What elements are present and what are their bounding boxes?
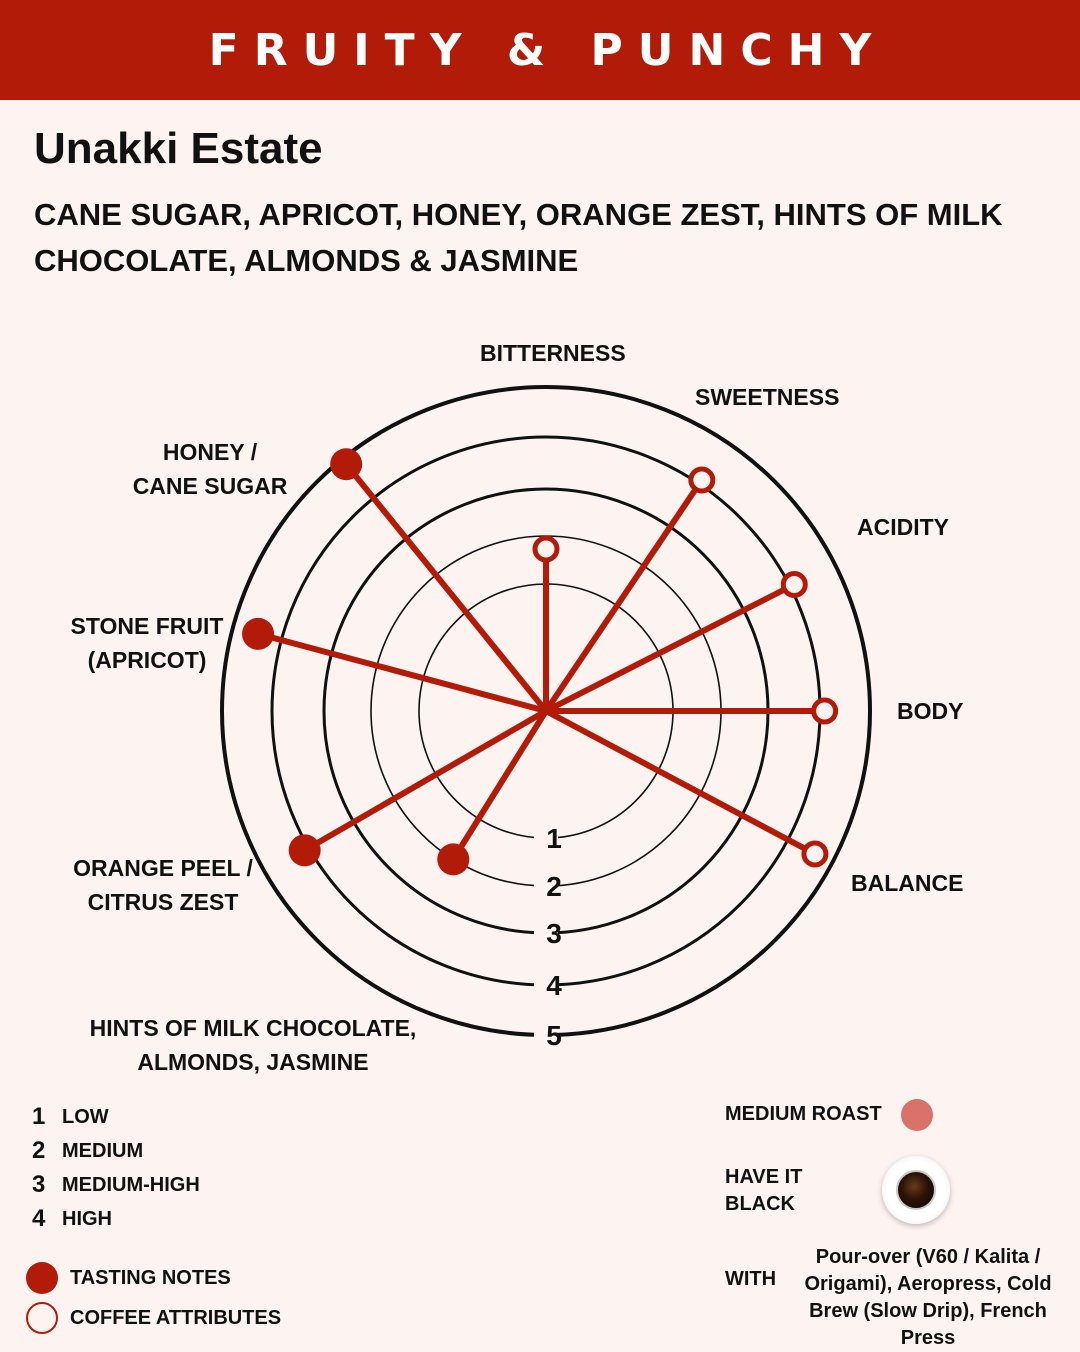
tasting-note-point: [288, 834, 321, 867]
ring-scale-label: 5: [546, 1020, 562, 1051]
tasting-note-point: [242, 617, 275, 650]
scale-legend-row: 3 MEDIUM-HIGH: [32, 1168, 200, 1202]
axis-label-choc-line1: HINTS OF MILK CHOCOLATE,: [89, 1015, 417, 1041]
open-circle-icon: [26, 1302, 58, 1334]
header-banner: FRUITY & PUNCHY: [0, 0, 1080, 100]
axis-label-choc-line2: ALMONDS, JASMINE: [137, 1049, 369, 1075]
scale-text: LOW: [62, 1105, 109, 1128]
brew-label: WITH: [725, 1268, 777, 1290]
scale-legend-row: 2 MEDIUM: [32, 1134, 200, 1168]
roast-label: MEDIUM ROAST: [725, 1103, 882, 1125]
axis-label-honey-line2: CANE SUGAR: [132, 473, 288, 499]
axis-label-bitterness: BITTERNESS: [480, 340, 626, 366]
scale-legend-row: 1 LOW: [32, 1100, 200, 1134]
tasting-note-point: [437, 843, 470, 876]
axis-label-honey-line1: HONEY /: [162, 439, 258, 465]
ring-label-bg: [534, 868, 558, 902]
axis-label-stone-line2: (APRICOT): [87, 647, 207, 673]
coffee-surface-icon: [896, 1170, 936, 1210]
axis-label-sweetness: SWEETNESS: [695, 384, 840, 410]
attribute-point: [688, 466, 716, 494]
scale-text: MEDIUM: [62, 1139, 144, 1162]
spoke-4: [543, 708, 818, 857]
axis-label-orange-peel: ORANGE PEEL / CITRUS ZEST: [60, 851, 266, 919]
scale-text: HIGH: [62, 1207, 112, 1230]
attribute-point: [811, 697, 839, 725]
ring-scale-label: 2: [546, 871, 562, 902]
scale-text: MEDIUM-HIGH: [62, 1173, 200, 1196]
scale-legend: 1 LOW 2 MEDIUM 3 MEDIUM-HIGH 4 HIGH: [32, 1100, 200, 1236]
filled-circle-icon: [26, 1262, 58, 1294]
estate-name: Unakki Estate: [34, 124, 323, 173]
scale-legend-row: 4 HIGH: [32, 1202, 200, 1236]
legend-tasting-notes: TASTING NOTES: [26, 1258, 281, 1298]
banner-title: FRUITY & PUNCHY: [208, 24, 887, 76]
scale-num: 1: [32, 1103, 46, 1130]
legend-attributes-label: COFFEE ATTRIBUTES: [70, 1306, 282, 1329]
spoke-8: [343, 461, 549, 714]
axis-label-orange-line1: ORANGE PEEL /: [73, 855, 253, 881]
axis-label-orange-line2: CITRUS ZEST: [87, 889, 239, 915]
axis-label-honey: HONEY / CANE SUGAR: [118, 435, 302, 503]
attribute-point: [801, 840, 829, 868]
ring-scale-label: 1: [546, 823, 562, 854]
tasting-note-point: [330, 448, 363, 481]
legend-coffee-attributes: COFFEE ATTRIBUTES: [26, 1298, 281, 1338]
attribute-point: [780, 571, 808, 599]
axis-label-stone-line1: STONE FRUIT: [70, 613, 224, 639]
mark-legend: TASTING NOTES COFFEE ATTRIBUTES: [26, 1258, 281, 1338]
spoke-2: [543, 581, 798, 714]
scale-num: 2: [32, 1137, 46, 1164]
brew-methods: Pour-over (V60 / Kalita / Origami), Aero…: [804, 1246, 1052, 1349]
ring-scale-label: 4: [546, 970, 562, 1001]
spoke-1: [543, 476, 705, 714]
roast-dot-icon: [901, 1099, 933, 1131]
serve-line1: HAVE IT: [725, 1166, 803, 1188]
attribute-point: [532, 535, 560, 563]
ring-label-bg: [534, 915, 558, 949]
spoke-7: [255, 630, 549, 714]
ring-scale-label: 3: [546, 918, 562, 949]
spoke-5: [450, 708, 549, 863]
ring-label-bg: [534, 967, 558, 1001]
scale-num: 4: [32, 1205, 46, 1232]
axis-label-milk-chocolate: HINTS OF MILK CHOCOLATE, ALMONDS, JASMIN…: [70, 1011, 436, 1079]
axis-label-stone-fruit: STONE FRUIT (APRICOT): [60, 609, 234, 677]
ring-label-bg: [534, 1017, 558, 1051]
spoke-6: [301, 708, 549, 854]
axis-label-body: BODY: [897, 698, 964, 724]
axis-label-acidity: ACIDITY: [857, 514, 949, 540]
scale-num: 3: [32, 1171, 46, 1198]
serve-line2: BLACK: [725, 1193, 795, 1215]
legend-tasting-label: TASTING NOTES: [70, 1266, 231, 1289]
serve-label: HAVE IT BLACK: [725, 1164, 802, 1218]
flavor-notes: CANE SUGAR, APRICOT, HONEY, ORANGE ZEST,…: [34, 197, 1003, 278]
axis-label-balance: BALANCE: [851, 870, 964, 896]
ring-label-bg: [534, 820, 558, 854]
